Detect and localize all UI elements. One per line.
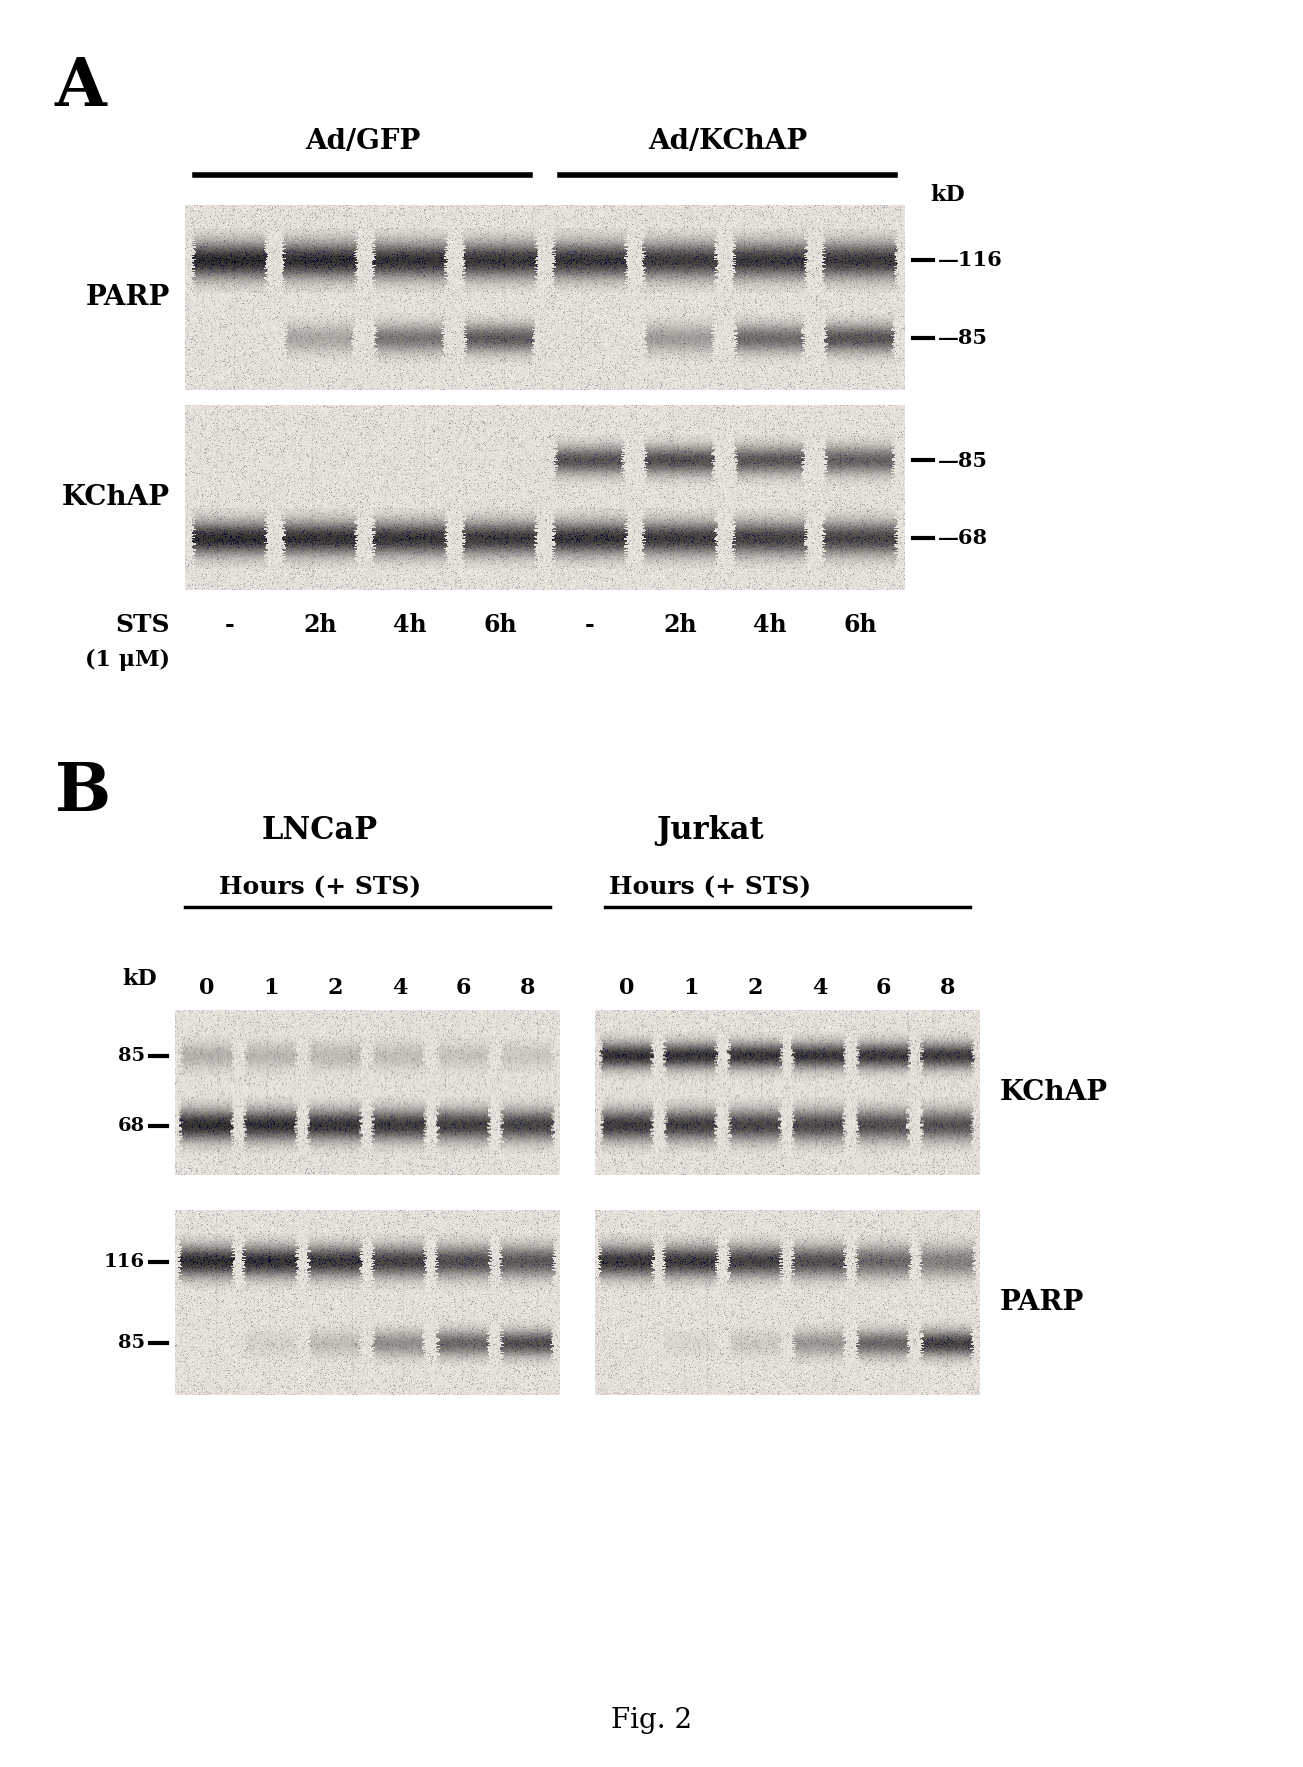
Text: PARP: PARP (999, 1288, 1084, 1316)
Text: Jurkat: Jurkat (657, 815, 764, 846)
Text: Fig. 2: Fig. 2 (611, 1707, 692, 1733)
Text: B: B (55, 760, 111, 825)
Text: 2h: 2h (663, 613, 697, 636)
Text: kD: kD (930, 184, 964, 207)
Text: —85: —85 (938, 451, 988, 470)
Text: LNCaP: LNCaP (262, 815, 378, 846)
Text: 2: 2 (748, 977, 764, 998)
Text: KChAP: KChAP (999, 1080, 1108, 1106)
Text: 6h: 6h (483, 613, 517, 636)
Text: Hours (+ STS): Hours (+ STS) (609, 875, 810, 899)
Text: -: - (225, 613, 235, 636)
Text: 0: 0 (619, 977, 635, 998)
Text: 4h: 4h (753, 613, 787, 636)
Text: 1: 1 (684, 977, 698, 998)
Text: 8: 8 (520, 977, 536, 998)
Text: 85: 85 (117, 1048, 145, 1066)
Text: 4: 4 (812, 977, 827, 998)
Text: Ad/GFP: Ad/GFP (305, 127, 420, 155)
Text: 116: 116 (104, 1253, 145, 1270)
Text: 1: 1 (263, 977, 279, 998)
Text: 6h: 6h (843, 613, 877, 636)
Text: 8: 8 (941, 977, 955, 998)
Text: —85: —85 (938, 329, 988, 348)
Text: STS: STS (116, 613, 169, 636)
Text: Ad/KChAP: Ad/KChAP (648, 127, 807, 155)
Text: (1 μM): (1 μM) (85, 648, 169, 671)
Text: 2: 2 (327, 977, 343, 998)
Text: 6: 6 (456, 977, 472, 998)
Text: A: A (55, 55, 107, 120)
Text: —116: —116 (938, 251, 1003, 270)
Text: kD: kD (122, 968, 158, 990)
Text: 68: 68 (117, 1117, 145, 1134)
Text: 2h: 2h (304, 613, 336, 636)
Text: —68: —68 (938, 528, 988, 548)
Text: 6: 6 (876, 977, 891, 998)
Text: 85: 85 (117, 1334, 145, 1352)
Text: 4h: 4h (394, 613, 427, 636)
Text: -: - (585, 613, 595, 636)
Text: 0: 0 (199, 977, 215, 998)
Text: KChAP: KChAP (61, 484, 169, 511)
Text: Hours (+ STS): Hours (+ STS) (219, 875, 421, 899)
Text: PARP: PARP (86, 284, 169, 311)
Text: 4: 4 (392, 977, 408, 998)
